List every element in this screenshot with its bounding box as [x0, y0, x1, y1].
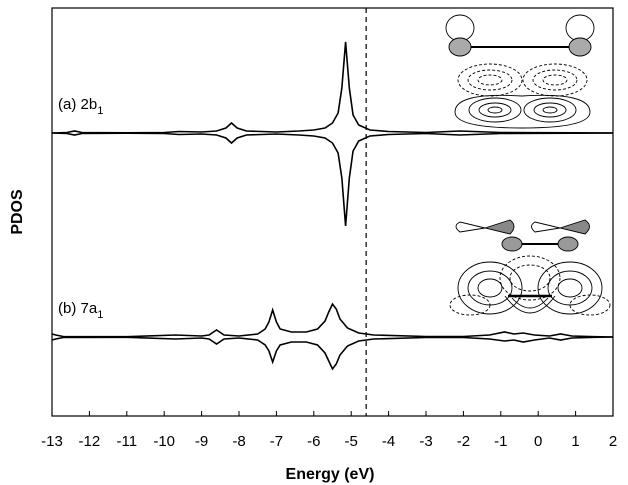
x-tick-label: -2 [457, 433, 470, 450]
pdos-line [51, 336, 614, 371]
panel-label-sub: 1 [97, 309, 103, 321]
x-tick-label: 2 [609, 433, 617, 450]
plot-frame [51, 7, 614, 417]
inset-a [445, 14, 595, 129]
x-tick-label: -8 [232, 433, 245, 450]
x-tick-label: -10 [153, 433, 175, 450]
x-tick-label: -3 [419, 433, 432, 450]
x-tick-label: -7 [270, 433, 283, 450]
inset-b [449, 219, 611, 316]
pdos-line [51, 302, 614, 338]
pdos-line [51, 132, 614, 227]
x-axis-label: Energy (eV) [286, 466, 375, 483]
x-tick-label: -11 [117, 433, 138, 450]
x-tick-label: -1 [494, 433, 507, 450]
y-axis-label: PDOS [9, 189, 26, 235]
x-tick-label: -9 [195, 433, 208, 450]
x-tick-label: 1 [571, 433, 579, 450]
x-tick-label: -6 [307, 433, 320, 450]
pdos-line [51, 41, 614, 134]
x-tick-label: -12 [79, 433, 101, 450]
panel-label: (a) 2b1 [58, 96, 103, 117]
panel-label: (b) 7a1 [58, 300, 103, 321]
panel-label-text: (b) 7a [58, 300, 98, 317]
x-tick-label: -13 [41, 433, 63, 450]
panel-label-text: (a) 2b [58, 96, 97, 113]
x-tick-label: -4 [382, 433, 395, 450]
panel-label-sub: 1 [97, 105, 103, 117]
x-tick-label: -5 [345, 433, 358, 450]
x-tick-label: 0 [534, 433, 542, 450]
